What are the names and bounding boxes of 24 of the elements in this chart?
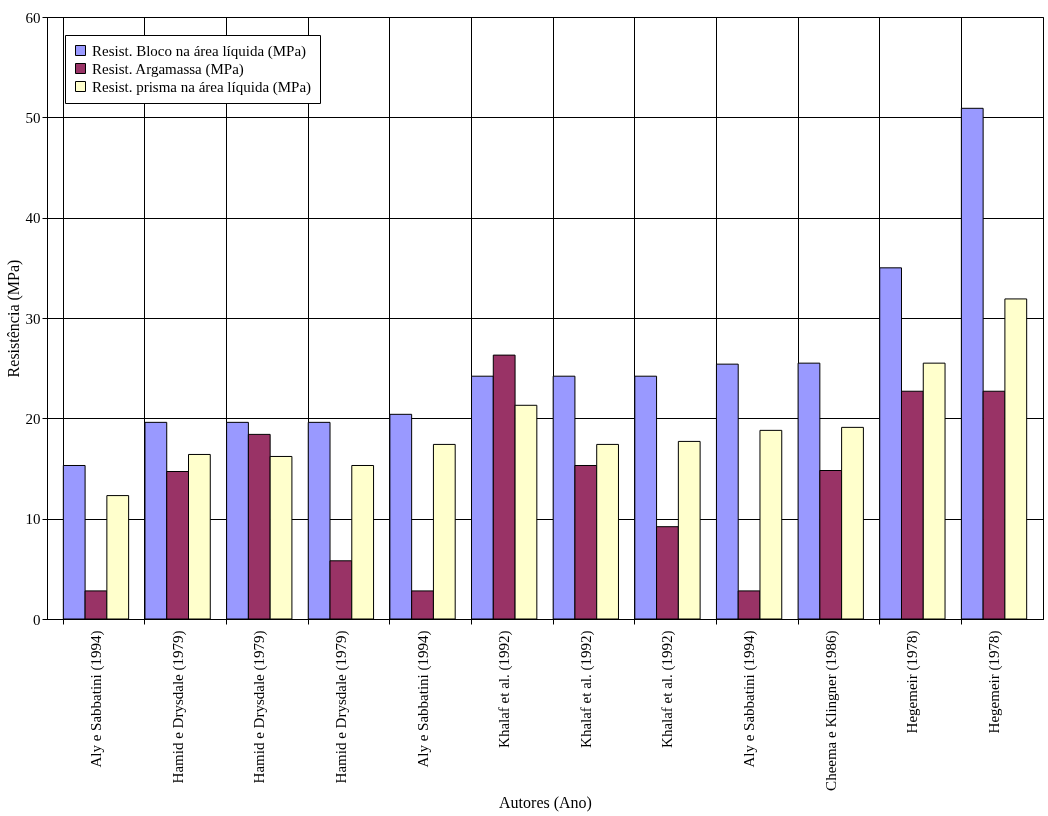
legend-label: Resist. Bloco na área líquida (MPa)	[92, 42, 307, 60]
y-tick-label: 0	[33, 611, 41, 628]
y-tick-label: 50	[25, 109, 41, 126]
y-tick-label: 40	[25, 210, 41, 227]
x-tick-label: Hamid e Drysdale (1979)	[251, 630, 269, 784]
x-tick-label: Aly e Sabbatini (1994)	[87, 630, 105, 768]
legend-label: Resist. prisma na área líquida (MPa)	[92, 78, 312, 96]
y-tick-label: 60	[25, 9, 41, 26]
x-tick-label: Aly e Sabbatini (1994)	[741, 630, 759, 768]
x-tick-label: Khalaf et al. (1992)	[496, 630, 514, 748]
y-tick-label: 10	[25, 511, 41, 528]
x-tick-label: Aly e Sabbatini (1994)	[414, 630, 432, 768]
x-tick-label: Cheema e Klingner (1986)	[822, 630, 840, 791]
x-tick-label: Hamid e Drysdale (1979)	[169, 630, 187, 784]
x-tick-label: Hegemeir (1978)	[986, 630, 1004, 734]
x-tick-label: Khalaf et al. (1992)	[577, 630, 595, 748]
x-axis-title: Autores (Ano)	[499, 793, 592, 812]
y-tick-label: 30	[25, 310, 41, 327]
x-tick-label: Khalaf et al. (1992)	[659, 630, 677, 748]
y-tick-label: 20	[25, 410, 41, 427]
y-axis-title: Resistência (MPa)	[4, 259, 23, 378]
legend-label: Resist. Argamassa (MPa)	[92, 60, 244, 78]
x-tick-label: Hamid e Drysdale (1979)	[332, 630, 350, 784]
x-tick-label: Hegemeir (1978)	[904, 630, 922, 734]
